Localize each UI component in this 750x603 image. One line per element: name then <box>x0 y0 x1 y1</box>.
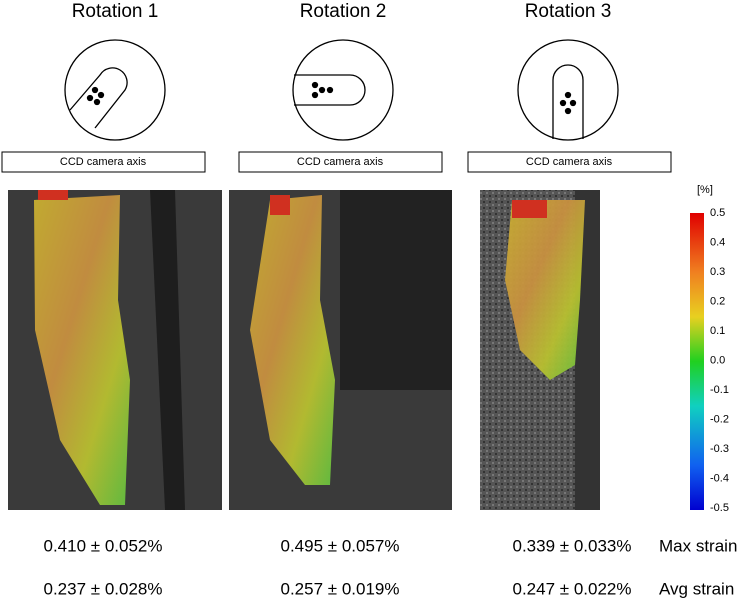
axis-label: CCD camera axis <box>526 156 613 168</box>
colorbar-tick-label: 0.0 <box>710 354 725 366</box>
strain-image <box>480 190 600 510</box>
strain-image <box>8 190 222 510</box>
max-strain: 0.410 ± 0.052% <box>44 536 163 555</box>
colorbar-tick-label: 0.5 <box>710 207 725 219</box>
max-strain: 0.339 ± 0.033% <box>513 536 632 555</box>
panel-title: Rotation 3 <box>525 1 612 22</box>
axis-box <box>238 151 443 173</box>
colorbar <box>690 213 704 510</box>
colorbar-tick-label: 0.4 <box>710 236 725 248</box>
colorbar-tick-label: -0.5 <box>710 502 729 514</box>
orientation-icon <box>292 39 394 141</box>
axis-box <box>1 151 206 173</box>
row-label: Avg strain <box>659 579 734 598</box>
row-label: Max strain <box>659 536 737 555</box>
colorbar-tick-label: 0.1 <box>710 325 725 337</box>
panel-title: Rotation 2 <box>300 1 387 22</box>
colorbar-tick-label: 0.2 <box>710 295 725 307</box>
colorbar-tick-label: -0.4 <box>710 472 729 484</box>
colorbar-tick-label: -0.1 <box>710 384 729 396</box>
axis-box <box>467 151 672 173</box>
axis-label: CCD camera axis <box>297 156 384 168</box>
orientation-icon <box>64 39 166 141</box>
colorbar-tick-label: -0.2 <box>710 413 729 425</box>
avg-strain: 0.257 ± 0.019% <box>281 579 400 598</box>
strain-image <box>229 190 452 510</box>
colorbar-tick-label: -0.3 <box>710 443 729 455</box>
panel-title: Rotation 1 <box>72 1 159 22</box>
avg-strain: 0.237 ± 0.028% <box>44 579 163 598</box>
colorbar-unit: [%] <box>697 184 713 196</box>
orientation-icon <box>517 39 619 141</box>
axis-label: CCD camera axis <box>60 156 147 168</box>
colorbar-tick-label: 0.3 <box>710 266 725 278</box>
avg-strain: 0.247 ± 0.022% <box>513 579 632 598</box>
max-strain: 0.495 ± 0.057% <box>281 536 400 555</box>
